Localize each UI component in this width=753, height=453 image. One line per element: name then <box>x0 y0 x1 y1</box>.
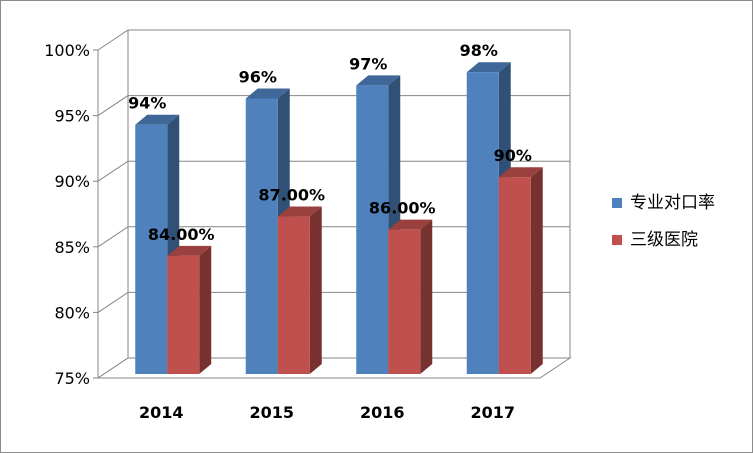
legend-label: 三级医院 <box>630 230 698 250</box>
data-label: 94% <box>128 94 166 113</box>
bar-side <box>309 206 322 374</box>
bar-top <box>245 88 290 99</box>
y-tick-label: 85% <box>54 238 90 257</box>
x-category-label: 2015 <box>249 403 294 422</box>
legend-swatch <box>612 198 622 208</box>
bar-front <box>277 216 310 374</box>
data-label: 98% <box>460 41 498 60</box>
bar-top <box>356 75 401 86</box>
bar-front <box>498 177 531 374</box>
bar-front <box>167 255 200 374</box>
bar-top <box>135 114 180 125</box>
y-tick-label: 100% <box>44 41 90 60</box>
bar-top <box>466 62 511 73</box>
data-label: 87.00% <box>258 186 325 205</box>
gridline-side <box>97 291 129 313</box>
legend-swatch <box>612 235 622 245</box>
bar-front <box>466 72 499 375</box>
y-tick-label: 80% <box>54 303 90 322</box>
back-wall <box>128 30 570 358</box>
gridline-side <box>97 160 129 182</box>
gridline-side <box>97 29 129 51</box>
bar-tier3-hospital-2017 <box>498 167 543 374</box>
data-label: 96% <box>239 67 277 86</box>
x-axis-category-labels: 2014 2015 2016 2017 <box>139 403 515 422</box>
gridline-side <box>97 95 129 117</box>
data-label: 97% <box>349 54 387 73</box>
bar-side <box>420 219 433 374</box>
bar-side <box>530 167 543 374</box>
data-labels: 94% 84.00% 96% 87.00% 97% 86.00% 98% 90% <box>128 41 532 244</box>
bar-top <box>167 245 212 256</box>
bar-front <box>388 229 421 374</box>
data-label: 86.00% <box>369 199 436 218</box>
bar-major-rate-2015 <box>245 88 290 374</box>
bar-top <box>277 206 322 217</box>
data-label: 84.00% <box>148 225 215 244</box>
bar-side <box>199 245 212 374</box>
y-axis-tick-labels: 75% 80% 85% 90% 95% 100% <box>44 41 90 388</box>
bar-front <box>135 124 168 374</box>
legend-item-2: 三级医院 <box>612 230 698 250</box>
bar-front <box>356 85 389 375</box>
y-tick-label: 90% <box>54 172 90 191</box>
bar-tier3-hospital-2014 <box>167 245 212 374</box>
legend-label: 专业对口率 <box>630 193 715 213</box>
gridline-side <box>97 226 129 248</box>
bar-tier3-hospital-2016 <box>388 219 433 374</box>
x-category-label: 2014 <box>139 403 184 422</box>
x-category-label: 2017 <box>470 403 515 422</box>
y-tick-label: 95% <box>54 107 90 126</box>
legend-item-1: 专业对口率 <box>612 193 715 213</box>
bar-top <box>498 167 543 178</box>
bar-tier3-hospital-2015 <box>277 206 322 374</box>
x-category-label: 2016 <box>360 403 405 422</box>
data-label: 90% <box>494 146 532 165</box>
chart-floor <box>96 357 572 379</box>
chart-axes <box>93 30 572 379</box>
chart-bars <box>135 62 543 375</box>
bar-front <box>245 98 278 374</box>
bar-top <box>388 219 433 230</box>
y-tick-label: 75% <box>54 369 90 388</box>
